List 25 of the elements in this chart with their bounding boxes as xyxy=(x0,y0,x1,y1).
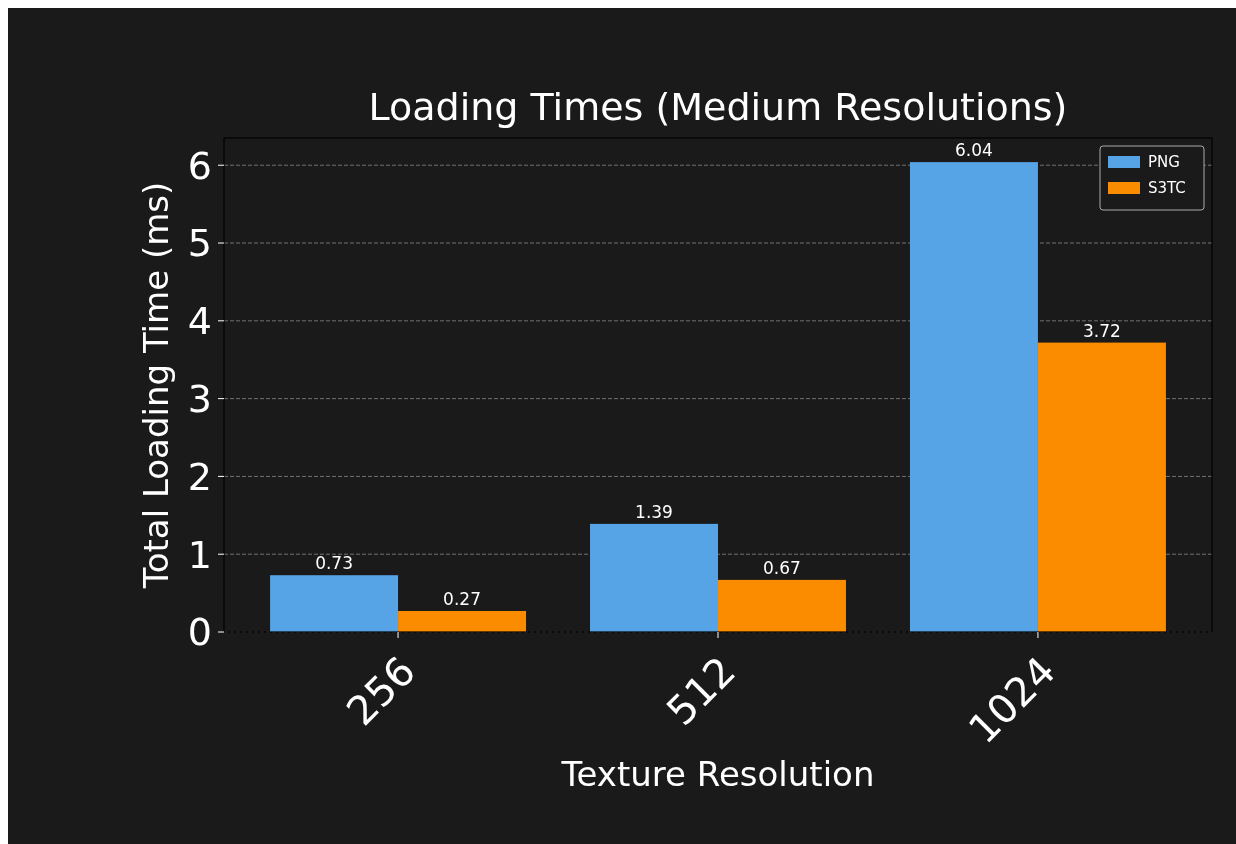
bar xyxy=(1037,342,1166,632)
y-tick-label: 5 xyxy=(187,221,212,266)
legend-label: PNG xyxy=(1148,153,1180,172)
y-tick-label: 3 xyxy=(187,376,212,421)
data-label: 6.04 xyxy=(955,140,993,161)
y-tick-label: 2 xyxy=(187,454,212,499)
data-label: 1.39 xyxy=(635,501,673,522)
bar xyxy=(718,579,846,632)
data-label: 3.72 xyxy=(1083,320,1121,341)
x-tick-label: 512 xyxy=(657,647,745,735)
legend-label: S3TC xyxy=(1148,179,1186,198)
y-tick-label: 6 xyxy=(187,143,212,188)
data-label: 0.73 xyxy=(315,553,353,574)
y-axis-title: Total Loading Time (ms) xyxy=(136,181,176,590)
data-label: 0.27 xyxy=(443,589,481,609)
y-tick-label: 1 xyxy=(187,532,212,577)
y-tick-label: 0 xyxy=(187,610,212,655)
bar xyxy=(398,611,527,632)
chart-title: Loading Times (Medium Resolutions) xyxy=(368,85,1068,129)
data-label: 0.67 xyxy=(763,557,801,578)
bar xyxy=(909,162,1038,632)
bar xyxy=(270,575,399,632)
bar xyxy=(590,523,718,632)
y-tick-label: 4 xyxy=(187,299,212,344)
x-axis-title: Texture Resolution xyxy=(560,754,875,794)
